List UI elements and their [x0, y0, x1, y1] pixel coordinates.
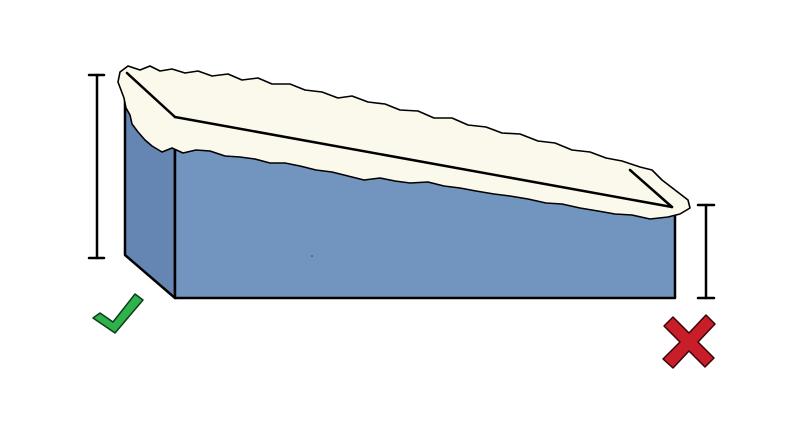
- right-height-bracket: [696, 203, 716, 300]
- cross-icon: [662, 314, 716, 369]
- snow-top-diagonal-edge: [173, 115, 674, 209]
- speck: [311, 255, 313, 257]
- snow-top-left-edge: [125, 71, 177, 119]
- snow-cap: [117, 65, 691, 220]
- left-height-bracket: [87, 73, 106, 260]
- snow-top-right-edge: [628, 168, 674, 209]
- check-icon: [92, 293, 144, 334]
